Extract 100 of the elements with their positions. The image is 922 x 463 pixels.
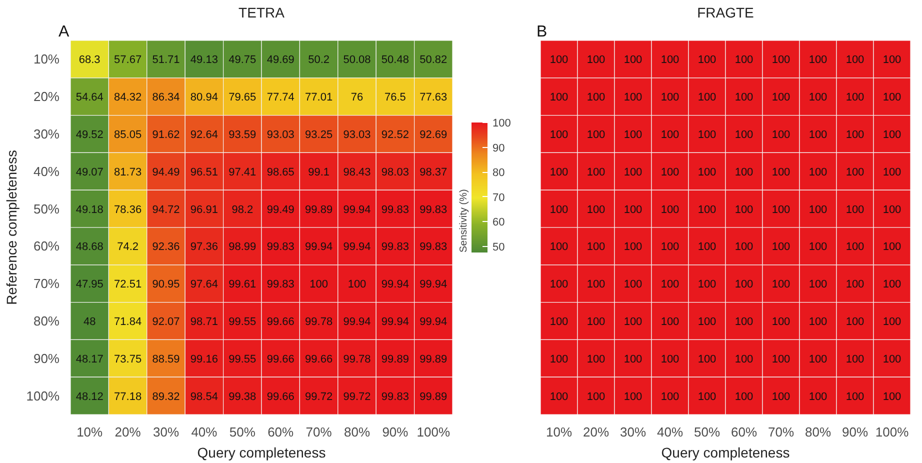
data-label: 100 (772, 241, 790, 254)
color-bar-label: 80 (492, 167, 505, 180)
data-label: 97.41 (228, 166, 256, 178)
data-label: 100 (624, 92, 642, 104)
data-label: 96.51 (190, 166, 218, 178)
data-label: 93.59 (228, 129, 256, 141)
data-label: 97.64 (190, 278, 218, 291)
x-tick-label: 60% (268, 424, 294, 440)
data-label: 99.89 (305, 204, 333, 216)
data-label: 99.55 (228, 353, 256, 366)
y-tick-label: 60% (33, 238, 60, 254)
data-label: 48.17 (76, 353, 104, 366)
data-label: 100 (734, 241, 754, 254)
data-label: 100 (624, 390, 642, 403)
data-label: 54.64 (76, 92, 104, 104)
data-label: 100 (586, 204, 606, 216)
data-label: 84.32 (114, 92, 142, 104)
data-label: 100 (624, 166, 642, 178)
text: A (58, 24, 70, 40)
data-label: 100 (846, 241, 864, 254)
data-label: 100 (734, 129, 754, 141)
y-tick-label: 40% (33, 164, 60, 179)
data-label: 100 (882, 278, 902, 291)
x-tick-label: 90% (842, 424, 868, 440)
data-label: 100 (624, 54, 642, 66)
data-label: 49.69 (266, 54, 294, 66)
data-label: 85.05 (114, 129, 142, 141)
data-label: 98.2 (232, 204, 254, 216)
x-tick-label: 80% (804, 424, 832, 440)
data-label: 100 (698, 92, 716, 104)
data-label: 100 (808, 54, 828, 66)
data-label: 100 (550, 129, 568, 141)
color-bar-label: 50 (492, 241, 505, 254)
data-label: 76 (350, 92, 364, 104)
data-label: 98.03 (381, 166, 409, 178)
data-label: 71.84 (114, 316, 142, 328)
data-label: 99.78 (343, 353, 371, 366)
data-label: 99.1 (308, 166, 330, 178)
data-label: 100 (660, 54, 680, 66)
data-label: 100 (772, 92, 790, 104)
data-label: 99.94 (305, 241, 333, 254)
x-tick-label: 20% (114, 424, 142, 440)
data-label: 100 (586, 316, 606, 328)
data-label: 93.03 (266, 129, 294, 141)
color-bar-title: Sensitivity (%) (458, 189, 470, 252)
color-bar-label: 90 (492, 142, 505, 154)
data-label: 100 (550, 204, 568, 216)
data-label: 99.83 (420, 241, 448, 254)
data-label: 100 (586, 390, 606, 403)
data-label: 100 (586, 129, 606, 141)
color-bar-label: 100 (492, 118, 511, 130)
data-label: 100 (660, 92, 680, 104)
data-label: 100 (846, 204, 864, 216)
data-label: 100 (624, 129, 642, 141)
y-tick-label: 100% (26, 388, 60, 404)
data-label: 98.54 (190, 390, 218, 403)
data-label: 99.66 (266, 353, 294, 366)
data-label: 99.83 (266, 278, 294, 291)
data-label: 98.43 (343, 166, 371, 178)
data-label: 99.83 (420, 204, 448, 216)
data-label: 99.16 (190, 353, 218, 366)
data-label: 100 (624, 204, 642, 216)
data-label: 99.89 (381, 353, 409, 366)
data-label: 100 (660, 390, 680, 403)
data-label: 100 (808, 129, 828, 141)
data-label: 100 (660, 241, 680, 254)
y-tick-label: 30% (33, 126, 60, 142)
data-label: 100 (808, 353, 828, 366)
y-tick-label: 20% (33, 89, 60, 104)
data-label: 99.83 (381, 390, 409, 403)
y-tick-label: 90% (33, 350, 60, 366)
x-tick-label: 70% (768, 424, 794, 440)
data-label: 100 (624, 241, 642, 254)
data-label: 89.32 (152, 390, 180, 403)
data-label: 100 (772, 353, 790, 366)
data-label: 100 (734, 390, 754, 403)
data-label: 100 (698, 316, 716, 328)
data-label: 100 (846, 54, 864, 66)
data-label: 93.03 (343, 129, 371, 141)
data-label: 100 (550, 316, 568, 328)
data-label: 94.72 (152, 204, 180, 216)
data-label: 100 (882, 390, 902, 403)
data-label: 98.65 (266, 166, 294, 178)
data-label: 100 (734, 204, 754, 216)
data-label: 68.3 (78, 54, 100, 66)
data-label: 77.63 (420, 92, 448, 104)
data-label: 100 (808, 92, 828, 104)
data-label: 100 (808, 166, 828, 178)
data-label: 92.52 (381, 129, 409, 141)
data-label: 100 (734, 54, 754, 66)
y-axis-title: Reference completeness (3, 150, 20, 305)
data-label: 86.34 (152, 92, 180, 104)
data-label: 90.95 (152, 278, 180, 291)
data-label: 48.12 (76, 390, 104, 403)
data-label: 99.94 (420, 316, 448, 328)
data-label: 100 (734, 278, 754, 291)
x-tick-label: 100% (416, 424, 450, 440)
data-label: 100 (624, 278, 642, 291)
data-label: 49.52 (76, 129, 104, 141)
data-label: 99.72 (343, 390, 371, 403)
